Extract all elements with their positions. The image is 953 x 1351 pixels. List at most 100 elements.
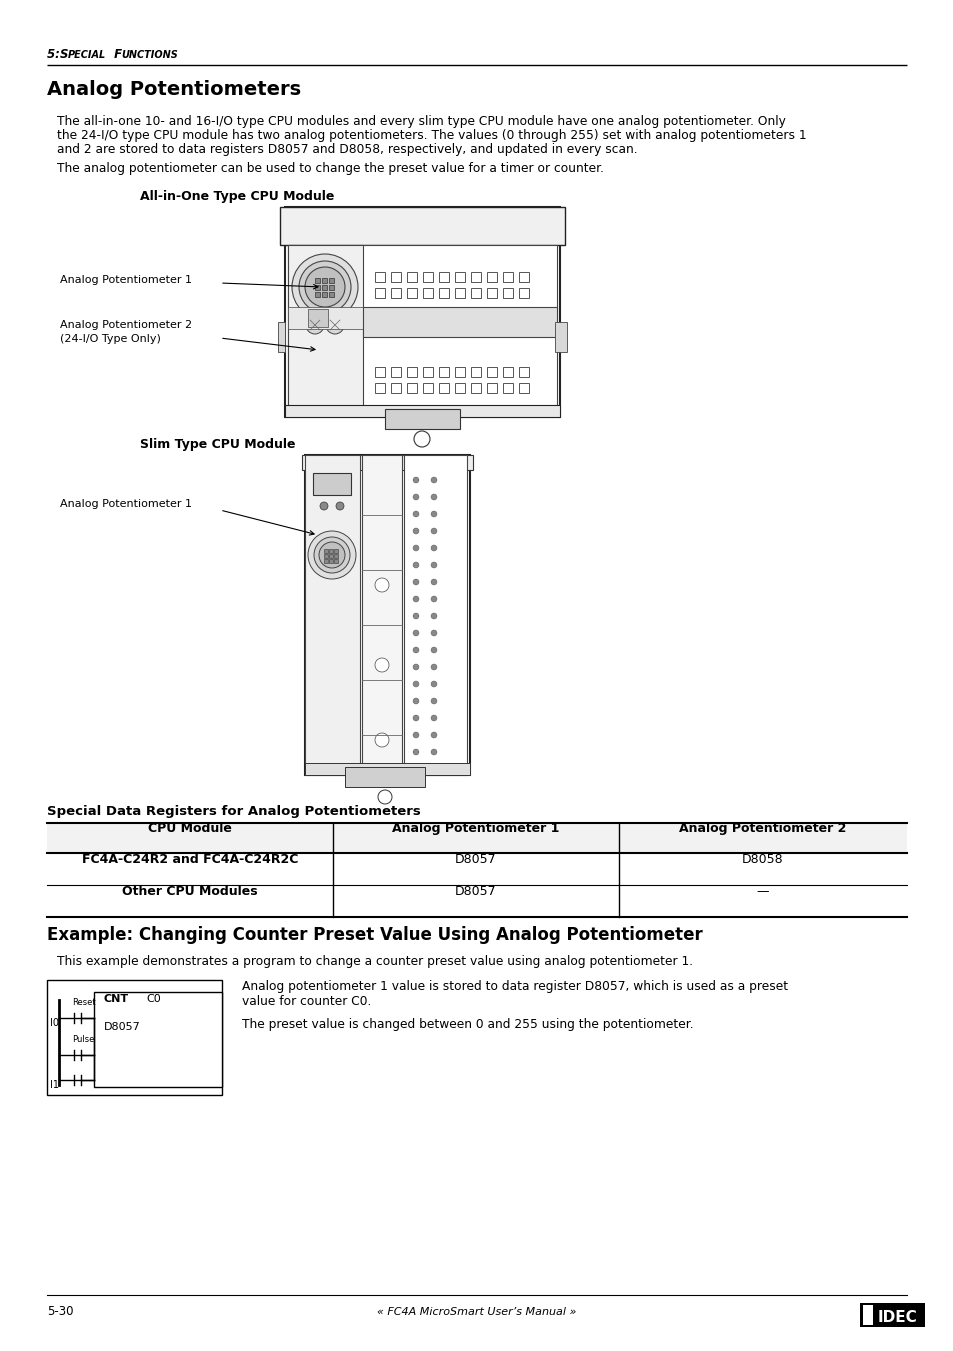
Bar: [308, 309, 328, 327]
Text: —: —: [756, 885, 768, 898]
Bar: [324, 549, 328, 553]
Bar: [305, 455, 359, 775]
Bar: [322, 278, 327, 282]
Text: D8057: D8057: [455, 852, 497, 866]
Text: Special Data Registers for Analog Potentiometers: Special Data Registers for Analog Potent…: [47, 805, 420, 817]
Bar: [334, 554, 337, 558]
Circle shape: [413, 647, 418, 653]
Bar: [313, 473, 351, 494]
Bar: [322, 292, 327, 297]
Circle shape: [431, 613, 436, 619]
Text: This example demonstrates a program to change a counter preset value using analo: This example demonstrates a program to c…: [57, 955, 693, 969]
Circle shape: [431, 562, 436, 567]
Text: The analog potentiometer can be used to change the preset value for a timer or c: The analog potentiometer can be used to …: [57, 162, 603, 176]
Bar: [277, 322, 285, 353]
Bar: [345, 767, 424, 788]
Bar: [391, 382, 400, 393]
Bar: [438, 367, 449, 377]
Bar: [502, 367, 513, 377]
Bar: [314, 292, 319, 297]
Circle shape: [413, 544, 418, 551]
Bar: [94, 992, 222, 1088]
Bar: [375, 382, 385, 393]
Bar: [361, 455, 401, 775]
Circle shape: [375, 578, 389, 592]
Circle shape: [431, 528, 436, 534]
Text: UNCTIONS: UNCTIONS: [121, 50, 177, 59]
Bar: [486, 367, 497, 377]
Bar: [324, 559, 328, 563]
Circle shape: [431, 511, 436, 517]
Text: Analog Potentiometer 1: Analog Potentiometer 1: [60, 499, 192, 509]
Bar: [422, 272, 433, 282]
Bar: [438, 382, 449, 393]
Bar: [375, 272, 385, 282]
Circle shape: [431, 544, 436, 551]
Bar: [288, 307, 363, 330]
Circle shape: [326, 316, 344, 334]
Bar: [518, 367, 529, 377]
Bar: [324, 554, 328, 558]
Text: Analog potentiometer 1 value is stored to data register D8057, which is used as : Analog potentiometer 1 value is stored t…: [242, 979, 787, 993]
Text: The preset value is changed between 0 and 255 using the potentiometer.: The preset value is changed between 0 an…: [242, 1019, 693, 1031]
Bar: [329, 292, 334, 297]
Bar: [555, 322, 566, 353]
Circle shape: [375, 658, 389, 671]
Circle shape: [314, 536, 350, 573]
Circle shape: [413, 630, 418, 636]
Text: 5-30: 5-30: [47, 1305, 73, 1319]
Bar: [375, 367, 385, 377]
Circle shape: [413, 477, 418, 484]
Circle shape: [413, 766, 418, 771]
Bar: [502, 382, 513, 393]
Text: D8058: D8058: [741, 852, 783, 866]
Circle shape: [431, 748, 436, 755]
Bar: [363, 307, 557, 336]
Text: Analog Potentiometer 1: Analog Potentiometer 1: [60, 276, 192, 285]
Circle shape: [319, 503, 328, 509]
Circle shape: [413, 698, 418, 704]
Circle shape: [335, 503, 344, 509]
Text: D8057: D8057: [104, 1021, 141, 1032]
Circle shape: [413, 663, 418, 670]
Bar: [47, 823, 906, 852]
Text: Example: Changing Counter Preset Value Using Analog Potentiometer: Example: Changing Counter Preset Value U…: [47, 925, 702, 944]
Bar: [455, 367, 464, 377]
Bar: [334, 559, 337, 563]
Bar: [329, 559, 333, 563]
Circle shape: [377, 790, 392, 804]
Bar: [329, 278, 334, 282]
Text: I0: I0: [50, 1019, 59, 1028]
Bar: [422, 382, 433, 393]
Text: Analog Potentiometer 2: Analog Potentiometer 2: [60, 320, 192, 330]
Text: PECIAL: PECIAL: [68, 50, 106, 59]
Text: All-in-One Type CPU Module: All-in-One Type CPU Module: [140, 190, 334, 203]
Bar: [518, 272, 529, 282]
Circle shape: [431, 698, 436, 704]
Circle shape: [298, 261, 351, 313]
Circle shape: [375, 734, 389, 747]
Circle shape: [431, 732, 436, 738]
Bar: [422, 367, 433, 377]
Text: « FC4A MicroSmart User’s Manual »: « FC4A MicroSmart User’s Manual »: [377, 1306, 576, 1317]
Circle shape: [413, 613, 418, 619]
Text: Pulse: Pulse: [71, 1035, 94, 1044]
Bar: [329, 554, 333, 558]
Circle shape: [431, 596, 436, 603]
Bar: [391, 288, 400, 299]
Circle shape: [431, 477, 436, 484]
Text: Analog Potentiometer 2: Analog Potentiometer 2: [679, 821, 846, 835]
Bar: [329, 285, 334, 290]
Bar: [486, 272, 497, 282]
Circle shape: [413, 580, 418, 585]
Text: The all-in-one 10- and 16-I/O type CPU modules and every slim type CPU module ha: The all-in-one 10- and 16-I/O type CPU m…: [57, 115, 785, 128]
Bar: [305, 455, 470, 775]
Circle shape: [413, 596, 418, 603]
Bar: [391, 272, 400, 282]
Text: and 2 are stored to data registers D8057 and D8058, respectively, and updated in: and 2 are stored to data registers D8057…: [57, 143, 637, 155]
Bar: [471, 382, 480, 393]
Circle shape: [413, 494, 418, 500]
Circle shape: [292, 254, 357, 320]
Bar: [455, 288, 464, 299]
Circle shape: [413, 748, 418, 755]
